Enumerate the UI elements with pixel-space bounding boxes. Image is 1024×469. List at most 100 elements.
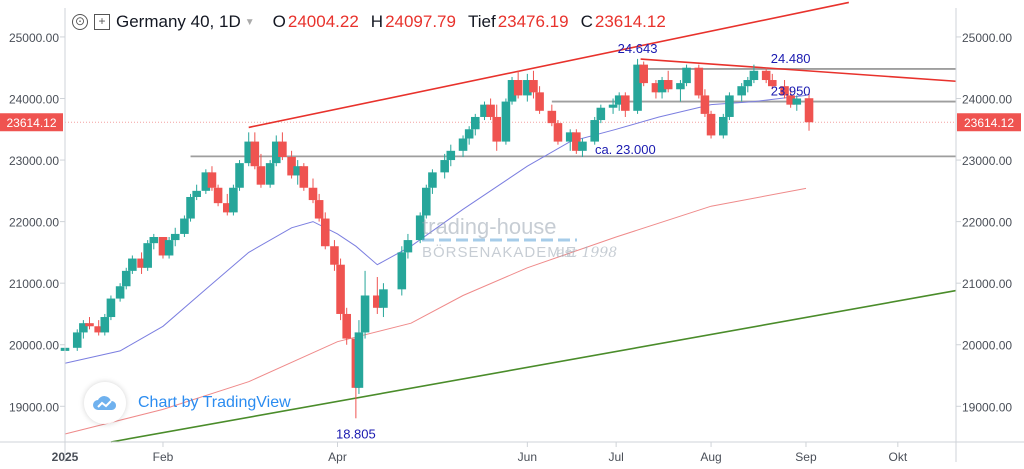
candle-body xyxy=(373,295,382,308)
candle xyxy=(480,101,489,121)
candle xyxy=(547,104,557,127)
candle xyxy=(314,193,324,222)
candle xyxy=(121,267,131,290)
candle-body xyxy=(415,215,425,241)
watermark-line1: trading-house xyxy=(422,214,557,239)
candle-body xyxy=(700,95,710,114)
candle-body xyxy=(706,113,716,136)
candle xyxy=(271,135,281,167)
candle xyxy=(415,212,425,244)
candle xyxy=(115,283,125,302)
candle-body xyxy=(676,83,685,90)
candle-body xyxy=(663,80,673,90)
candle-body xyxy=(768,80,777,87)
candle xyxy=(786,89,795,108)
candle xyxy=(743,76,753,93)
candle xyxy=(639,61,648,87)
candle xyxy=(330,240,339,271)
last-price-tag-right xyxy=(957,113,1021,132)
candle xyxy=(164,237,174,259)
candle xyxy=(287,150,296,179)
candle-body xyxy=(513,80,523,96)
candle xyxy=(737,83,746,102)
candle-body xyxy=(737,86,746,96)
candle xyxy=(694,64,704,99)
candle xyxy=(507,76,517,105)
x-tick-label: Apr xyxy=(328,450,347,464)
candle-body xyxy=(651,83,661,93)
candle-body xyxy=(590,120,599,142)
trendline[interactable] xyxy=(248,1,849,129)
candle xyxy=(379,283,388,318)
x-tick-label: Sep xyxy=(795,450,817,464)
y-tick-label-left: 24000.00 xyxy=(9,92,59,106)
candle xyxy=(149,233,159,250)
candle xyxy=(458,135,468,157)
candle xyxy=(596,104,606,124)
candle-body xyxy=(308,187,318,201)
candle-body xyxy=(342,313,351,339)
y-tick-label-right: 19000.00 xyxy=(962,400,1012,414)
candle xyxy=(501,98,511,145)
tradingview-branding[interactable]: Chart by TradingView xyxy=(84,382,291,424)
candle-body xyxy=(486,104,495,117)
candle-body xyxy=(749,70,759,81)
candle-body xyxy=(719,116,728,136)
x-tick-label: Jul xyxy=(608,450,623,464)
y-tick-label-right: 20000.00 xyxy=(962,339,1012,353)
candle-body xyxy=(244,141,253,164)
candle-body xyxy=(79,323,88,333)
candle-body xyxy=(128,258,137,271)
chevron-down-icon[interactable]: ▼ xyxy=(244,16,255,28)
trendline[interactable] xyxy=(110,289,957,443)
candle xyxy=(250,132,260,170)
candle xyxy=(578,138,587,157)
candle xyxy=(128,255,137,274)
symbol-title[interactable]: Germany 40, 1D xyxy=(116,12,241,31)
candle xyxy=(137,252,146,274)
candle xyxy=(106,295,116,321)
x-tick-label: 2025 xyxy=(52,450,79,464)
candle xyxy=(663,70,673,93)
candle-body xyxy=(299,166,309,188)
candle xyxy=(72,329,82,351)
candle xyxy=(158,237,168,259)
candle xyxy=(657,76,667,99)
candle xyxy=(170,227,180,247)
x-tick-label: Feb xyxy=(153,450,174,464)
candle-body xyxy=(761,70,771,81)
candle xyxy=(471,113,480,136)
candle xyxy=(244,132,253,167)
candle xyxy=(336,258,345,321)
candle-body xyxy=(633,64,642,111)
candle-body xyxy=(149,237,159,244)
candle-body xyxy=(535,92,544,111)
candle xyxy=(486,98,495,121)
trendline[interactable] xyxy=(640,58,957,83)
candle xyxy=(397,246,407,296)
price-annotation: 24.643 xyxy=(618,41,658,56)
compare-plus-icon[interactable]: + xyxy=(94,14,110,30)
open-label: O xyxy=(272,12,286,31)
candle-body xyxy=(143,243,152,268)
y-tick-label-left: 23000.00 xyxy=(9,154,59,168)
y-tick-label-right: 23000.00 xyxy=(962,154,1012,168)
candle xyxy=(572,129,581,154)
branding-text: Chart by TradingView xyxy=(138,394,291,411)
candle-body xyxy=(94,326,103,333)
candle xyxy=(320,212,330,250)
candle-body xyxy=(330,246,339,265)
candle-body xyxy=(137,258,146,268)
candle xyxy=(682,64,691,87)
hide-icon[interactable]: ⊙ xyxy=(72,14,88,30)
candle xyxy=(354,320,364,394)
candle-body xyxy=(694,67,704,96)
y-tick-label-right: 24000.00 xyxy=(962,92,1012,106)
candle-body xyxy=(501,101,511,142)
last-price-label-left: 23614.12 xyxy=(6,116,56,130)
candle xyxy=(201,169,211,194)
candle xyxy=(804,92,814,131)
candle-body xyxy=(250,141,260,167)
close-label: C xyxy=(580,12,593,31)
